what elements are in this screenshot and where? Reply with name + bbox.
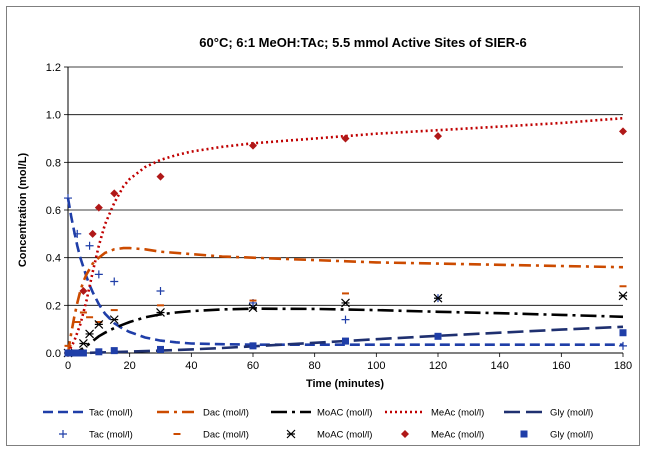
axes: [64, 66, 624, 357]
data-point-moac: [248, 303, 258, 313]
data-point-moac: [341, 298, 350, 308]
data-point-gly: [157, 345, 164, 353]
x-tick-label: 20: [124, 360, 136, 372]
data-point-gly: [520, 430, 528, 438]
legend-label: Tac (mol/l): [89, 408, 133, 419]
data-point-meac: [619, 127, 627, 136]
data-point-tac: [64, 194, 72, 203]
x-tick-label: 180: [614, 360, 632, 372]
x-tick-label: 160: [552, 360, 570, 372]
legend-label: MeAc (mol/l): [431, 430, 484, 441]
x-tick-label: 120: [429, 360, 447, 372]
x-tick-label: 140: [490, 360, 508, 372]
legend-label: MoAC (mol/l): [317, 408, 372, 419]
data-point-moac: [78, 339, 88, 348]
concentration-chart: 0.0 0.2 0.4 0.6 0.8 1.0 1.2 0 20 40 60 80 100 120 140 1…: [17, 35, 632, 441]
series-line: [66, 116, 624, 354]
x-axis-title: Time (minutes): [306, 378, 384, 390]
legend-label: Tac (mol/l): [89, 430, 133, 441]
data-point-tac: [619, 341, 627, 350]
data-point-tac: [73, 229, 82, 238]
data-point-moac: [85, 329, 95, 339]
x-tick-label: 0: [65, 360, 71, 372]
y-tick-label: 0.0: [46, 348, 61, 360]
data-point-tac: [156, 287, 165, 296]
data-point-moac: [433, 293, 443, 303]
y-tick-label: 0.6: [46, 205, 61, 217]
legend: Tac (mol/l) Dac (mol/l) MoAC (mol/l) MeAc (…: [43, 408, 593, 441]
y-tick-label: 1.0: [46, 110, 61, 122]
x-tick-label: 100: [367, 360, 385, 372]
series-line: [66, 197, 623, 346]
data-point-gly: [619, 329, 627, 337]
y-axis-title: Concentration (mol/L): [17, 153, 29, 268]
data-point-meac: [88, 229, 97, 238]
series-line: [68, 325, 624, 355]
data-point-gly: [110, 347, 118, 355]
y-tick-label: 0.8: [46, 157, 61, 169]
y-tick-label: 1.2: [46, 62, 61, 74]
data-point-gly: [342, 337, 349, 345]
data-point-gly: [73, 349, 81, 357]
data-point-moac: [94, 319, 104, 329]
legend-label: Dac (mol/l): [203, 408, 249, 419]
data-point-meac: [341, 134, 350, 143]
x-tick-label: 80: [309, 360, 321, 372]
data-point-gly: [249, 342, 257, 350]
chart-frame: 0.0 0.2 0.4 0.6 0.8 1.0 1.2 0 20 40 60 80 100 120 140 1…: [6, 6, 640, 446]
data-point-gly: [79, 349, 87, 357]
data-point-tac: [341, 315, 350, 324]
data-point-moac: [156, 308, 165, 317]
data-point-meac: [94, 203, 103, 212]
tick-labels: 0.0 0.2 0.4 0.6 0.8 1.0 1.2 0 20 40 60 80 100 120 140 1…: [46, 62, 632, 372]
data-point-meac: [249, 141, 257, 150]
experimental-points: [63, 127, 628, 358]
y-tick-label: 0.2: [46, 300, 61, 312]
x-tick-label: 40: [185, 360, 197, 372]
data-point-tac: [59, 430, 67, 438]
data-point-meac: [434, 132, 442, 141]
legend-label: Dac (mol/l): [203, 430, 249, 441]
data-point-tac: [85, 241, 94, 250]
series-line: [67, 307, 624, 355]
legend-label: MeAc (mol/l): [431, 408, 484, 419]
data-point-meac: [401, 430, 409, 438]
series-line: [66, 246, 624, 354]
chart-title: 60°C; 6:1 MeOH:TAc; 5.5 mmol Active Site…: [199, 35, 526, 50]
data-point-moac: [618, 291, 628, 301]
data-point-meac: [156, 172, 165, 181]
legend-label: MoAC (mol/l): [317, 430, 372, 441]
data-point-meac: [110, 189, 119, 198]
y-tick-label: 0.4: [46, 253, 61, 265]
data-point-tac: [110, 277, 119, 286]
data-point-gly: [95, 348, 103, 356]
legend-label: Gly (mol/l): [550, 408, 593, 419]
data-point-tac: [94, 270, 103, 279]
model-lines: [66, 116, 624, 355]
data-point-meac: [79, 287, 88, 296]
data-point-moac: [109, 315, 119, 325]
legend-label: Gly (mol/l): [550, 430, 593, 441]
data-point-gly: [434, 332, 442, 340]
data-point-moac: [286, 429, 296, 439]
x-tick-label: 60: [247, 360, 259, 372]
